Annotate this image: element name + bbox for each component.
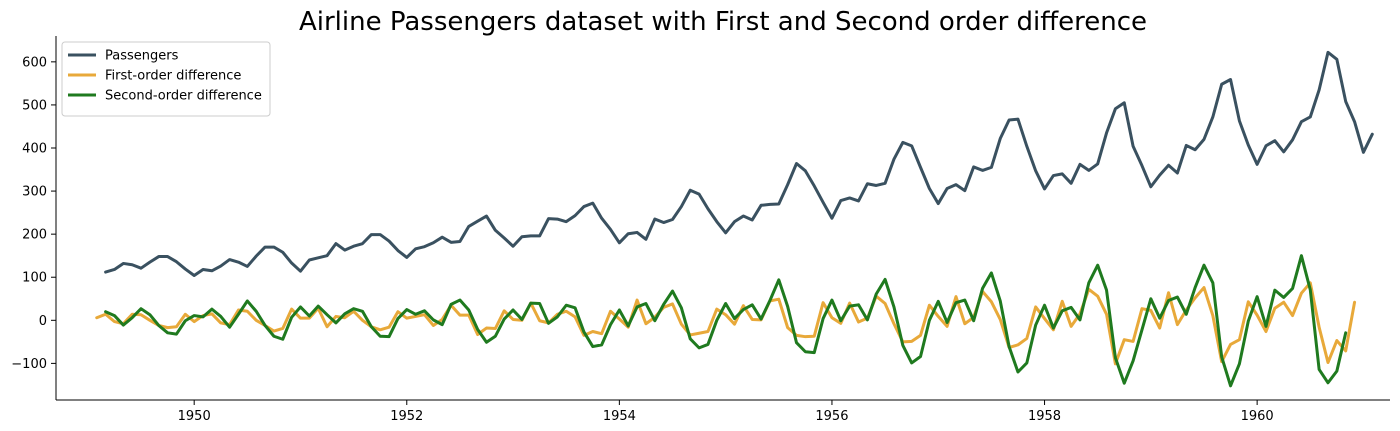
x-tick-label: 1950 xyxy=(178,409,211,424)
series-layer xyxy=(95,50,1374,388)
series-line-2 xyxy=(95,281,1357,366)
x-tick-label: 1960 xyxy=(1241,409,1274,424)
x-tick-label: 1958 xyxy=(1028,409,1061,424)
y-tick-label: 500 xyxy=(22,98,47,113)
y-tick-label: 600 xyxy=(22,55,47,70)
y-tick-label: −100 xyxy=(11,357,47,372)
y-tick-label: 400 xyxy=(22,142,47,157)
axes: 1950 1952 1954 1956 1958 1960 −100 0 100 200 300 40… xyxy=(11,36,1390,424)
chart-title: Airline Passengers dataset with First an… xyxy=(299,7,1147,37)
legend-label: Passengers xyxy=(105,49,179,64)
legend-label: Second-order difference xyxy=(105,89,262,104)
y-tick-label: 100 xyxy=(22,271,47,286)
legend: Passengers First-order difference Second-o… xyxy=(61,41,271,117)
legend-box xyxy=(61,41,271,117)
x-tick-label: 1954 xyxy=(603,409,636,424)
y-tick-label: 300 xyxy=(22,185,47,200)
y-tick-label: 0 xyxy=(39,314,47,329)
y-tick-label: 200 xyxy=(22,228,47,243)
series-line-1 xyxy=(104,50,1374,278)
x-tick-label: 1952 xyxy=(390,409,423,424)
series-line-3 xyxy=(104,254,1348,388)
x-tick-label: 1956 xyxy=(815,409,848,424)
legend-label: First-order difference xyxy=(105,69,241,84)
